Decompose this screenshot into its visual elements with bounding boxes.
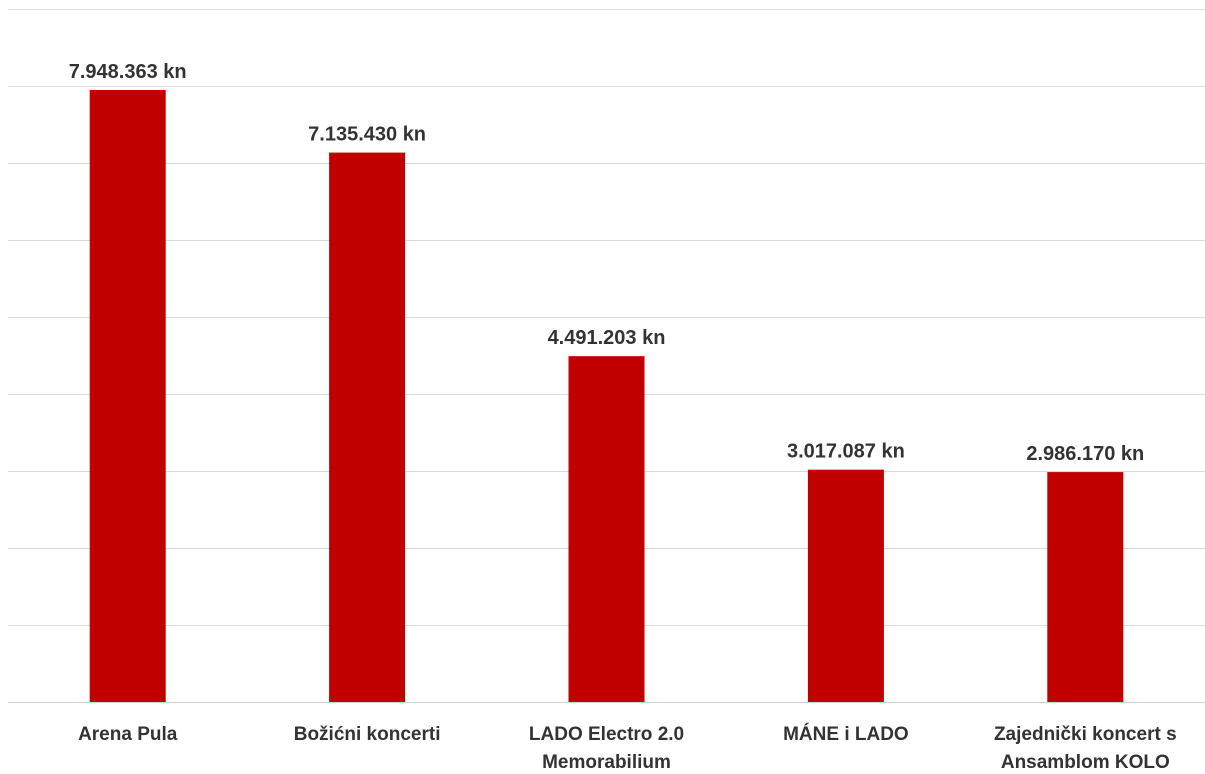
data-label: 7.135.430 kn <box>308 124 426 146</box>
data-label: 4.491.203 kn <box>548 327 666 349</box>
x-tick-label: Zajednički koncert s Ansamblom KOLO <box>994 724 1177 773</box>
bar <box>1047 472 1124 702</box>
bars <box>89 89 1124 702</box>
bar <box>568 356 645 702</box>
x-tick-label-line: MÁNE i LADO <box>783 723 909 745</box>
data-label: 3.017.087 kn <box>787 441 905 463</box>
x-tick-label: LADO Electro 2.0 Memorabilium <box>529 724 684 773</box>
data-label: 7.948.363 kn <box>69 61 187 83</box>
x-tick-label-line: Zajednički koncert s <box>994 724 1177 745</box>
data-label: 2.986.170 kn <box>1026 443 1144 465</box>
bar <box>807 469 884 702</box>
x-tick-label-line: Arena Pula <box>78 724 178 745</box>
bar <box>329 152 406 702</box>
x-tick-label-line: Božićni koncerti <box>294 724 441 745</box>
value-labels: 7.948.363 kn 7.135.430 kn 4.491.203 kn 3.01… <box>69 61 1144 465</box>
x-tick-label-line: Ansamblom KOLO <box>1001 752 1170 773</box>
x-tick-label: Božićni koncerti <box>294 724 441 745</box>
x-tick-label: MÁNE i LADO <box>783 723 909 745</box>
x-tick-label-line: Memorabilium <box>542 752 671 773</box>
x-tick-label: Arena Pula <box>78 724 178 745</box>
category-labels: Arena Pula Božićni koncerti LADO Electro 2… <box>78 723 1177 773</box>
x-tick-label-line: LADO Electro 2.0 <box>529 724 684 745</box>
bar <box>89 89 166 702</box>
